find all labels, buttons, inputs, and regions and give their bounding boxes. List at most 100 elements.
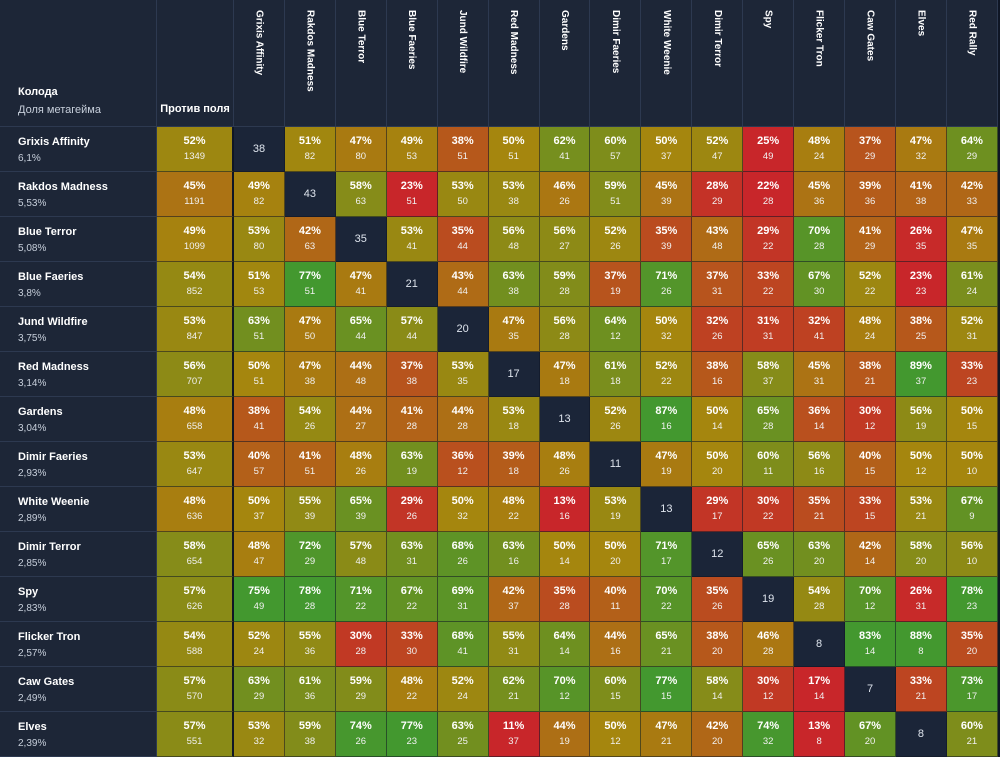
matchup-cell[interactable]: 63% 38 (488, 262, 540, 307)
matchup-cell[interactable]: 48% 24 (845, 307, 896, 352)
matchup-cell[interactable]: 13% 8 (794, 712, 846, 757)
matchup-cell[interactable]: 63% 51 (234, 307, 285, 352)
matchup-cell[interactable]: 63% 20 (794, 532, 846, 577)
matchup-cell[interactable]: 52% 47 (692, 127, 744, 172)
matchup-cell[interactable]: 46% 26 (539, 172, 591, 217)
matchup-cell[interactable]: 46% 28 (743, 622, 795, 667)
vs-field-cell[interactable]: 57% 570 (157, 667, 234, 712)
matchup-cell[interactable]: 77% 51 (284, 262, 336, 307)
mirror-match-cell[interactable]: 17 (488, 352, 540, 397)
matchup-cell[interactable]: 53% 80 (234, 217, 285, 262)
matchup-cell[interactable]: 25% 49 (743, 127, 795, 172)
vs-field-cell[interactable]: 49% 1099 (157, 217, 234, 262)
matchup-cell[interactable]: 29% 22 (743, 217, 795, 262)
matchup-cell[interactable]: 70% 22 (641, 577, 693, 622)
matchup-cell[interactable]: 63% 19 (386, 442, 438, 487)
matchup-cell[interactable]: 62% 21 (488, 667, 540, 712)
matchup-cell[interactable]: 64% 14 (539, 622, 591, 667)
column-header-rakdos-madness[interactable]: Rakdos Madness (284, 0, 336, 127)
matchup-cell[interactable]: 38% 21 (845, 352, 896, 397)
matchup-cell[interactable]: 51% 82 (284, 127, 336, 172)
matchup-cell[interactable]: 32% 41 (794, 307, 846, 352)
row-header-jund-wildfire[interactable]: Jund Wildfire 3,75% (0, 307, 157, 352)
matchup-cell[interactable]: 53% 50 (437, 172, 489, 217)
matchup-cell[interactable]: 42% 63 (284, 217, 336, 262)
matchup-cell[interactable]: 47% 38 (284, 352, 336, 397)
matchup-cell[interactable]: 65% 26 (743, 532, 795, 577)
matchup-cell[interactable]: 48% 26 (335, 442, 387, 487)
matchup-cell[interactable]: 41% 29 (845, 217, 896, 262)
matchup-cell[interactable]: 35% 39 (641, 217, 693, 262)
matchup-cell[interactable]: 70% 12 (539, 667, 591, 712)
matchup-cell[interactable]: 47% 19 (641, 442, 693, 487)
matchup-cell[interactable]: 11% 37 (488, 712, 540, 757)
row-header-blue-terror[interactable]: Blue Terror 5,08% (0, 217, 157, 262)
matchup-cell[interactable]: 52% 22 (845, 262, 896, 307)
mirror-match-cell[interactable]: 11 (590, 442, 642, 487)
matchup-cell[interactable]: 64% 29 (946, 127, 998, 172)
matchup-cell[interactable]: 48% 22 (488, 487, 540, 532)
matchup-cell[interactable]: 78% 28 (284, 577, 336, 622)
matchup-cell[interactable]: 13% 16 (539, 487, 591, 532)
matchup-cell[interactable]: 35% 21 (794, 487, 846, 532)
matchup-cell[interactable]: 35% 28 (539, 577, 591, 622)
matchup-cell[interactable]: 47% 21 (641, 712, 693, 757)
matchup-cell[interactable]: 71% 17 (641, 532, 693, 577)
matchup-cell[interactable]: 53% 21 (895, 487, 947, 532)
matchup-cell[interactable]: 62% 41 (539, 127, 591, 172)
matchup-cell[interactable]: 58% 37 (743, 352, 795, 397)
matchup-cell[interactable]: 53% 38 (488, 172, 540, 217)
matchup-cell[interactable]: 59% 51 (590, 172, 642, 217)
matchup-cell[interactable]: 77% 23 (386, 712, 438, 757)
mirror-match-cell[interactable]: 20 (437, 307, 489, 352)
matchup-cell[interactable]: 30% 12 (743, 667, 795, 712)
matchup-cell[interactable]: 39% 18 (488, 442, 540, 487)
matchup-cell[interactable]: 70% 28 (794, 217, 846, 262)
matchup-cell[interactable]: 71% 22 (335, 577, 387, 622)
matchup-cell[interactable]: 47% 18 (539, 352, 591, 397)
matchup-cell[interactable]: 67% 30 (794, 262, 846, 307)
matchup-cell[interactable]: 61% 18 (590, 352, 642, 397)
row-header-elves[interactable]: Elves 2,39% (0, 712, 157, 757)
column-header-jund-wildfire[interactable]: Jund Wildfire (437, 0, 489, 127)
matchup-cell[interactable]: 35% 20 (946, 622, 998, 667)
matchup-cell[interactable]: 60% 11 (743, 442, 795, 487)
matchup-cell[interactable]: 55% 39 (284, 487, 336, 532)
matchup-cell[interactable]: 17% 14 (794, 667, 846, 712)
vs-field-cell[interactable]: 53% 647 (157, 442, 234, 487)
matchup-cell[interactable]: 67% 20 (845, 712, 896, 757)
matchup-cell[interactable]: 40% 11 (590, 577, 642, 622)
mirror-match-cell[interactable]: 13 (641, 487, 693, 532)
mirror-match-cell[interactable]: 8 (794, 622, 846, 667)
matchup-cell[interactable]: 47% 50 (284, 307, 336, 352)
vs-field-cell[interactable]: 48% 636 (157, 487, 234, 532)
matchup-cell[interactable]: 83% 14 (845, 622, 896, 667)
matchup-cell[interactable]: 44% 19 (539, 712, 591, 757)
matchup-cell[interactable]: 37% 31 (692, 262, 744, 307)
matchup-cell[interactable]: 50% 32 (641, 307, 693, 352)
column-header-red-madness[interactable]: Red Madness (488, 0, 540, 127)
matchup-cell[interactable]: 26% 31 (895, 577, 947, 622)
mirror-match-cell[interactable]: 12 (692, 532, 744, 577)
matchup-cell[interactable]: 43% 48 (692, 217, 744, 262)
matchup-cell[interactable]: 37% 29 (845, 127, 896, 172)
vs-field-cell[interactable]: 56% 707 (157, 352, 234, 397)
matchup-cell[interactable]: 67% 9 (946, 487, 998, 532)
matchup-cell[interactable]: 65% 39 (335, 487, 387, 532)
matchup-cell[interactable]: 68% 26 (437, 532, 489, 577)
matchup-cell[interactable]: 22% 28 (743, 172, 795, 217)
matchup-cell[interactable]: 29% 26 (386, 487, 438, 532)
matchup-cell[interactable]: 50% 12 (895, 442, 947, 487)
matchup-cell[interactable]: 55% 31 (488, 622, 540, 667)
mirror-match-cell[interactable]: 43 (284, 172, 336, 217)
row-header-caw-gates[interactable]: Caw Gates 2,49% (0, 667, 157, 712)
row-header-dimir-terror[interactable]: Dimir Terror 2,85% (0, 532, 157, 577)
matchup-cell[interactable]: 36% 12 (437, 442, 489, 487)
matchup-cell[interactable]: 44% 28 (437, 397, 489, 442)
column-header-caw-gates[interactable]: Caw Gates (845, 0, 896, 127)
column-header-dimir-faeries[interactable]: Dimir Faeries (590, 0, 642, 127)
matchup-cell[interactable]: 42% 20 (692, 712, 744, 757)
matchup-cell[interactable]: 60% 57 (590, 127, 642, 172)
vs-field-cell[interactable]: 57% 551 (157, 712, 234, 757)
matchup-cell[interactable]: 59% 29 (335, 667, 387, 712)
